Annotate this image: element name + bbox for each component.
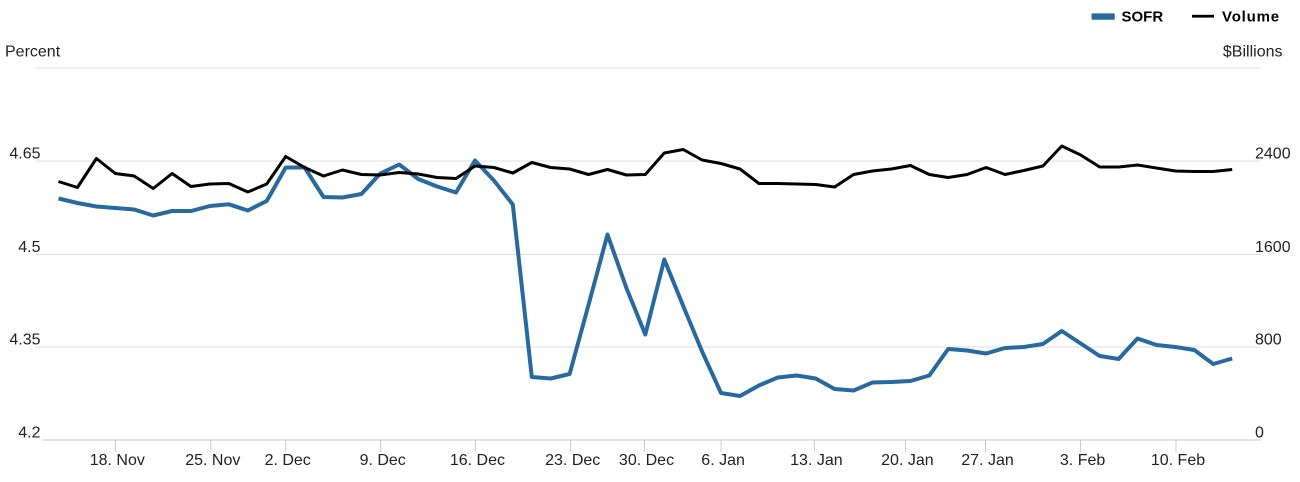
svg-text:4.5: 4.5 (18, 239, 40, 256)
svg-text:SOFR: SOFR (1122, 9, 1164, 26)
svg-text:3. Feb: 3. Feb (1060, 452, 1105, 469)
svg-text:2400: 2400 (1255, 146, 1291, 163)
svg-text:30. Dec: 30. Dec (619, 452, 674, 469)
svg-text:4.35: 4.35 (9, 332, 40, 349)
svg-text:Percent: Percent (5, 44, 61, 61)
svg-text:16. Dec: 16. Dec (450, 452, 505, 469)
svg-text:0: 0 (1255, 425, 1264, 442)
svg-text:4.65: 4.65 (9, 146, 40, 163)
svg-text:23. Dec: 23. Dec (545, 452, 600, 469)
svg-text:Volume: Volume (1222, 9, 1280, 26)
svg-text:$Billions: $Billions (1223, 44, 1283, 61)
svg-text:27. Jan: 27. Jan (961, 452, 1013, 469)
svg-text:2. Dec: 2. Dec (265, 452, 311, 469)
svg-text:10. Feb: 10. Feb (1151, 452, 1205, 469)
svg-text:6. Jan: 6. Jan (701, 452, 745, 469)
svg-text:800: 800 (1255, 332, 1282, 349)
svg-text:1600: 1600 (1255, 239, 1291, 256)
svg-text:18. Nov: 18. Nov (90, 452, 145, 469)
svg-text:25. Nov: 25. Nov (185, 452, 240, 469)
svg-text:4.2: 4.2 (18, 425, 40, 442)
svg-text:9. Dec: 9. Dec (360, 452, 406, 469)
svg-text:20. Jan: 20. Jan (881, 452, 933, 469)
svg-text:13. Jan: 13. Jan (790, 452, 842, 469)
